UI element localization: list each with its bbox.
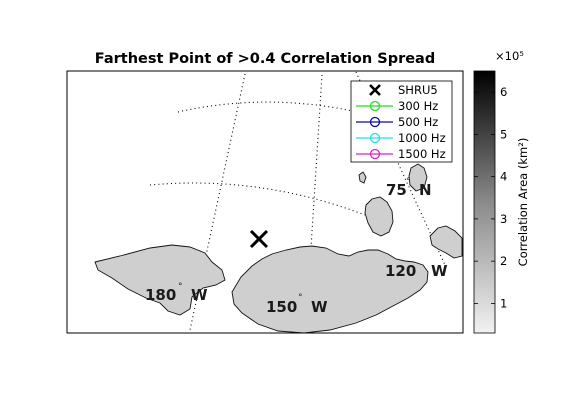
degree-symbol: ° (178, 282, 183, 292)
label-150w-deg: 150 (266, 298, 297, 316)
legend-entry-shru5: SHRU5 (369, 83, 438, 97)
landmass-coast-east (429, 225, 463, 259)
legend-entry-1500-hz: 1500 Hz (356, 147, 446, 161)
series-300-hz (220, 415, 483, 420)
legend-marker-icon (369, 132, 381, 144)
landmass (94, 163, 463, 333)
colorbar-gradient (473, 70, 496, 334)
label-120w-deg: 120 (385, 262, 416, 280)
legend-marker-icon (369, 148, 381, 160)
chart-title: Farthest Point of >0.4 Correlation Sprea… (95, 51, 435, 67)
label-150w: 150 ° W (266, 293, 328, 316)
label-120w: 120 W (385, 262, 448, 280)
series-500-hz (190, 405, 489, 420)
label-180w-suffix: W (191, 286, 208, 304)
label-75n: 75 ° N (386, 177, 432, 199)
graticule (149, 71, 446, 331)
colorbar-label: Correlation Area (km²) (516, 138, 530, 267)
landmass-banks-island (408, 163, 428, 192)
series-layer (190, 405, 570, 420)
legend-entry-300-hz: 300 Hz (356, 99, 438, 113)
series-1500-hz (202, 406, 570, 420)
legend-label: 300 Hz (398, 99, 438, 113)
shru5-marker-stroke (249, 229, 269, 249)
legend-label: 1000 Hz (398, 131, 446, 145)
series-line-500-hz (194, 409, 485, 420)
legend-x-icon (369, 84, 381, 96)
legend-label: SHRU5 (398, 83, 438, 97)
colorbar-tick-label: 2 (500, 254, 507, 268)
landmass-chukotka (94, 244, 226, 316)
legend-items: SHRU5 300 Hz 500 Hz 1000 Hz 1500 Hz (356, 83, 446, 161)
data-point-1500-hz (257, 406, 266, 415)
colorbar-tick-label: 6 (500, 85, 507, 99)
shru5-marker (249, 229, 269, 249)
data-point-500-hz (382, 405, 391, 414)
colorbar: 1 2 3 4 5 6 ×10⁵ Correlation Area (km²) (473, 49, 530, 334)
label-180w-deg: 180 (145, 286, 176, 304)
label-75n-deg: 75 (386, 181, 407, 199)
legend-entry-500-hz: 500 Hz (356, 115, 438, 129)
colorbar-multiplier: ×10⁵ (495, 49, 524, 63)
landmass-alaska (231, 245, 429, 333)
colorbar-tick-label: 1 (500, 296, 507, 310)
legend: SHRU5 300 Hz 500 Hz 1000 Hz 1500 Hz (350, 80, 453, 163)
colorbar-tick-label: 5 (500, 127, 507, 141)
legend-marker-icon (369, 100, 381, 112)
meridian-120w (355, 71, 446, 266)
data-point-300-hz (451, 415, 460, 420)
series-line-1500-hz (207, 410, 570, 420)
degree-symbol: ° (298, 293, 303, 303)
landmass-arctic-island (364, 196, 394, 237)
legend-marker-icon (369, 116, 381, 128)
legend-label: 500 Hz (398, 115, 438, 129)
colorbar-ticks: 1 2 3 4 5 6 (474, 85, 507, 310)
data-point-500-hz (225, 415, 234, 420)
label-150w-suffix: W (311, 298, 328, 316)
colorbar-tick-label: 3 (500, 212, 507, 226)
landmass-islet (358, 171, 367, 184)
colorbar-tick-label: 4 (500, 170, 507, 184)
degree-symbol: ° (406, 177, 411, 187)
label-180w: 180 ° W (145, 282, 208, 304)
legend-label: 1500 Hz (398, 147, 446, 161)
map-labels: 75 ° N 120 W 150 ° W 180 ° W (145, 177, 448, 316)
meridian-180w (189, 73, 246, 331)
legend-entry-1000-hz: 1000 Hz (356, 131, 446, 145)
label-75n-suffix: N (419, 181, 432, 199)
label-120w-suffix: W (431, 262, 448, 280)
